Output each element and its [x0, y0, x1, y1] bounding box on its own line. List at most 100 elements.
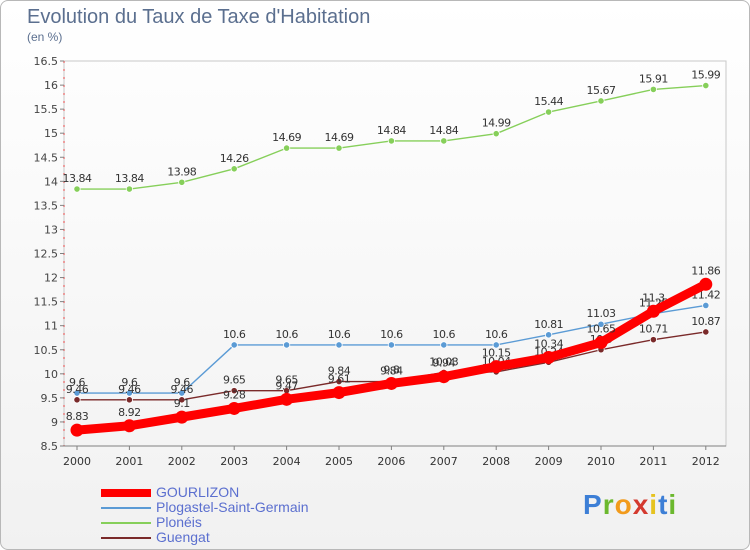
data-point-ploneis — [492, 130, 500, 138]
data-point-gourlizon — [699, 277, 713, 291]
y-tick-label: 16.5 — [34, 55, 59, 68]
x-tick-label: 2005 — [325, 455, 353, 468]
data-label-guengat: 9.84 — [328, 365, 351, 378]
data-point-plogastel-saint-germain — [282, 341, 291, 349]
data-label-ploneis: 15.44 — [534, 95, 563, 108]
data-label-plogastel-saint-germain: 10.6 — [223, 328, 246, 341]
chart-title: Evolution du Taux de Taxe d'Habitation — [27, 6, 371, 28]
y-tick-label: 12.5 — [34, 248, 59, 261]
data-point-ploneis — [125, 185, 133, 193]
data-point-plogastel-saint-germain — [702, 301, 710, 310]
logo-letter: i — [649, 489, 659, 520]
data-label-plogastel-saint-germain: 10.6 — [485, 328, 508, 341]
data-point-gourlizon — [489, 360, 503, 374]
data-label-ploneis: 14.69 — [272, 131, 301, 144]
data-point-ploneis — [230, 165, 238, 173]
data-label-ploneis: 14.26 — [220, 152, 249, 165]
y-axis-unit-label: (en %) — [27, 30, 63, 44]
y-tick-label: 9.5 — [41, 392, 59, 405]
data-point-ploneis — [702, 81, 710, 90]
data-point-guengat — [73, 396, 81, 404]
x-tick-label: 2012 — [692, 455, 720, 468]
data-label-gourlizon: 9.1 — [174, 397, 190, 410]
data-point-gourlizon — [384, 376, 398, 390]
data-point-gourlizon — [280, 392, 294, 406]
data-label-gourlizon: 10.65 — [587, 323, 616, 336]
y-tick-label: 16 — [44, 79, 58, 92]
data-point-gourlizon — [227, 401, 241, 415]
data-label-ploneis: 14.84 — [429, 124, 458, 137]
data-label-gourlizon: 11.3 — [642, 291, 665, 304]
data-point-gourlizon — [70, 423, 84, 437]
legend-label: Plogastel-Saint-Germain — [156, 499, 309, 515]
data-label-guengat: 9.65 — [275, 374, 298, 387]
legend-swatch — [101, 489, 151, 497]
data-label-ploneis: 14.84 — [377, 124, 406, 137]
data-point-ploneis — [282, 144, 291, 152]
y-tick-label: 15 — [44, 127, 58, 140]
y-tick-label: 15.5 — [34, 103, 59, 116]
data-point-gourlizon — [175, 410, 189, 424]
data-label-gourlizon: 9.8 — [383, 363, 399, 376]
data-point-ploneis — [335, 144, 343, 152]
data-label-guengat: 9.84 — [380, 365, 403, 378]
x-tick-label: 2008 — [482, 455, 510, 468]
logo-letter: x — [632, 489, 650, 520]
data-label-ploneis: 13.84 — [115, 172, 144, 185]
x-tick-label: 2004 — [273, 455, 301, 468]
legend-label: Plonéis — [156, 514, 202, 530]
data-point-guengat — [178, 396, 186, 404]
data-label-guengat: 9.46 — [171, 383, 194, 396]
x-tick-label: 2010 — [587, 455, 615, 468]
proxiti-logo: Proxiti — [583, 489, 677, 521]
data-label-guengat: 9.65 — [223, 374, 246, 387]
data-point-gourlizon — [646, 304, 660, 318]
y-tick-label: 11.5 — [34, 296, 59, 309]
data-label-guengat: 10.87 — [691, 315, 720, 328]
x-tick-label: 2009 — [535, 455, 563, 468]
y-tick-label: 13.5 — [34, 199, 59, 212]
legend-swatch — [101, 537, 151, 539]
data-point-guengat — [230, 387, 238, 395]
x-tick-label: 2006 — [377, 455, 405, 468]
series-line-gourlizon — [72, 279, 711, 435]
y-tick-label: 10.5 — [34, 344, 59, 357]
data-label-plogastel-saint-germain: 10.6 — [275, 328, 298, 341]
legend-swatch — [101, 507, 151, 509]
data-label-plogastel-saint-germain: 11.03 — [587, 307, 616, 320]
logo-letter: t — [658, 489, 669, 520]
data-label-ploneis: 13.98 — [167, 165, 196, 178]
y-tick-label: 8.5 — [41, 440, 59, 453]
data-label-plogastel-saint-germain: 9.6 — [174, 376, 190, 389]
legend-label: Guengat — [156, 529, 210, 545]
line-chart: 8.5 9 9.5 10 10.5 11 11.5 12 12.5 13 13.5 14 14.5 15 1… — [34, 55, 727, 468]
data-label-plogastel-saint-germain: 10.6 — [433, 328, 456, 341]
data-point-plogastel-saint-germain — [440, 341, 448, 349]
data-label-ploneis: 14.99 — [482, 117, 511, 130]
data-label-gourlizon: 11.86 — [691, 264, 720, 277]
data-label-gourlizon: 9.61 — [328, 373, 351, 386]
logo-letter: P — [583, 489, 603, 520]
y-tick-label: 13 — [44, 223, 58, 236]
y-tick-label: 10 — [44, 368, 58, 381]
data-label-plogastel-saint-germain: 9.6 — [69, 376, 85, 389]
data-label-guengat: 10.03 — [429, 355, 458, 368]
data-point-ploneis — [597, 97, 605, 105]
x-tick-label: 2003 — [220, 455, 248, 468]
data-label-ploneis: 13.84 — [63, 172, 92, 185]
data-point-gourlizon — [122, 419, 136, 433]
data-point-ploneis — [178, 178, 186, 186]
data-point-gourlizon — [594, 336, 608, 350]
data-label-gourlizon: 8.92 — [118, 406, 141, 419]
x-tick-label: 2000 — [63, 455, 91, 468]
y-tick-label: 14.5 — [34, 151, 59, 164]
data-label-ploneis: 15.91 — [639, 72, 668, 85]
data-label-gourlizon: 10.15 — [482, 347, 511, 360]
x-tick-label: 2011 — [639, 455, 667, 468]
data-label-plogastel-saint-germain: 9.6 — [121, 376, 137, 389]
data-label-ploneis: 15.99 — [691, 69, 720, 82]
data-point-plogastel-saint-germain — [544, 331, 553, 339]
data-point-ploneis — [73, 185, 81, 193]
data-label-guengat: 9.46 — [118, 383, 141, 396]
data-point-gourlizon — [332, 386, 346, 400]
